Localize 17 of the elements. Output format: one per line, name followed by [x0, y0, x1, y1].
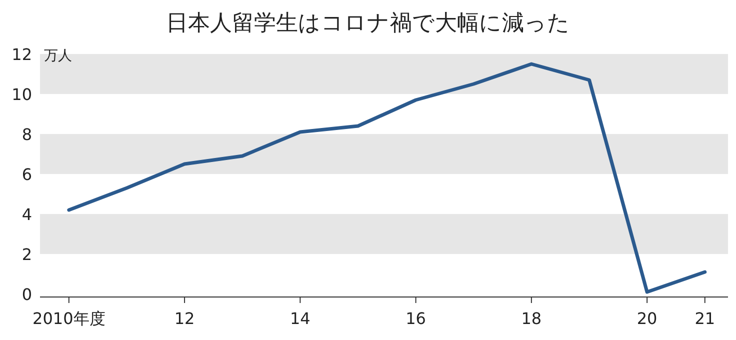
x-tick-label: 21 [694, 309, 716, 328]
y-tick-label: 2 [22, 245, 32, 264]
y-tick-label: 0 [22, 285, 32, 304]
x-tick-label: 20 [636, 309, 658, 328]
x-tick-label: 18 [521, 309, 542, 328]
x-tick-label: 2010年度 [32, 309, 106, 328]
y-axis-title: 万人 [44, 48, 72, 64]
line-series [67, 62, 707, 294]
y-tick-label: 6 [22, 165, 32, 184]
y-tick-label: 8 [22, 125, 32, 144]
chart-title: 日本人留学生はコロナ禍で大幅に減った [166, 11, 570, 36]
x-tick-label: 16 [406, 309, 426, 328]
x-tick-label: 14 [290, 309, 310, 328]
y-tick-label: 10 [12, 85, 32, 104]
x-tick-label: 12 [174, 309, 195, 328]
y-tick-label: 4 [22, 205, 32, 224]
y-tick-label: 12 [12, 45, 32, 64]
